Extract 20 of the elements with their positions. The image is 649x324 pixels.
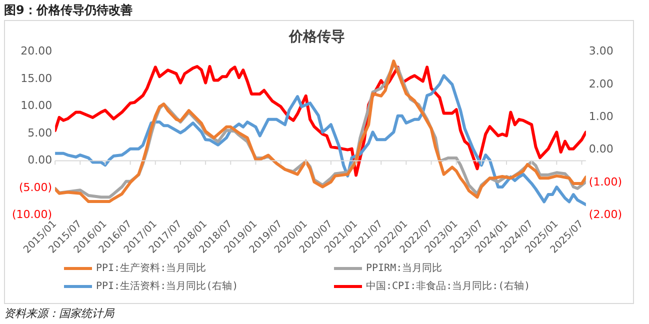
y-tick-label: 10.00 <box>20 99 52 112</box>
legend-label: PPI:生活资料:当月同比(右轴) <box>96 280 238 293</box>
y2-tick-label: 2.00 <box>588 77 614 90</box>
text: 资料来源：国家统计局 <box>4 306 114 321</box>
y2-tick-label: 3.00 <box>588 44 614 58</box>
y-tick-label: (5.00) <box>18 180 52 194</box>
legend-label: PPIRM:当月同比 <box>366 262 442 275</box>
y-tick-label: 0.00 <box>28 154 52 167</box>
y-tick-label: 20.00 <box>20 44 52 58</box>
y2-tick-label: (2.00) <box>588 208 622 221</box>
y-tick-label: 5.00 <box>28 126 52 140</box>
legend-label: PPI:生产资料:当月同比 <box>96 262 206 275</box>
y2-tick-label: (1.00) <box>588 175 622 188</box>
legend-label: 中国:CPI:非食品:当月同比:(右轴) <box>366 280 530 293</box>
y2-tick-label: 1.00 <box>588 110 614 123</box>
y2-tick-label: 0.00 <box>588 142 614 156</box>
y-tick-label: 15.00 <box>20 72 52 85</box>
y-tick-label: (10.00) <box>12 208 52 221</box>
chart-subtitle: 价格传导 <box>288 29 345 46</box>
chart-title: 图9：价格传导仍待改善 <box>4 2 132 19</box>
